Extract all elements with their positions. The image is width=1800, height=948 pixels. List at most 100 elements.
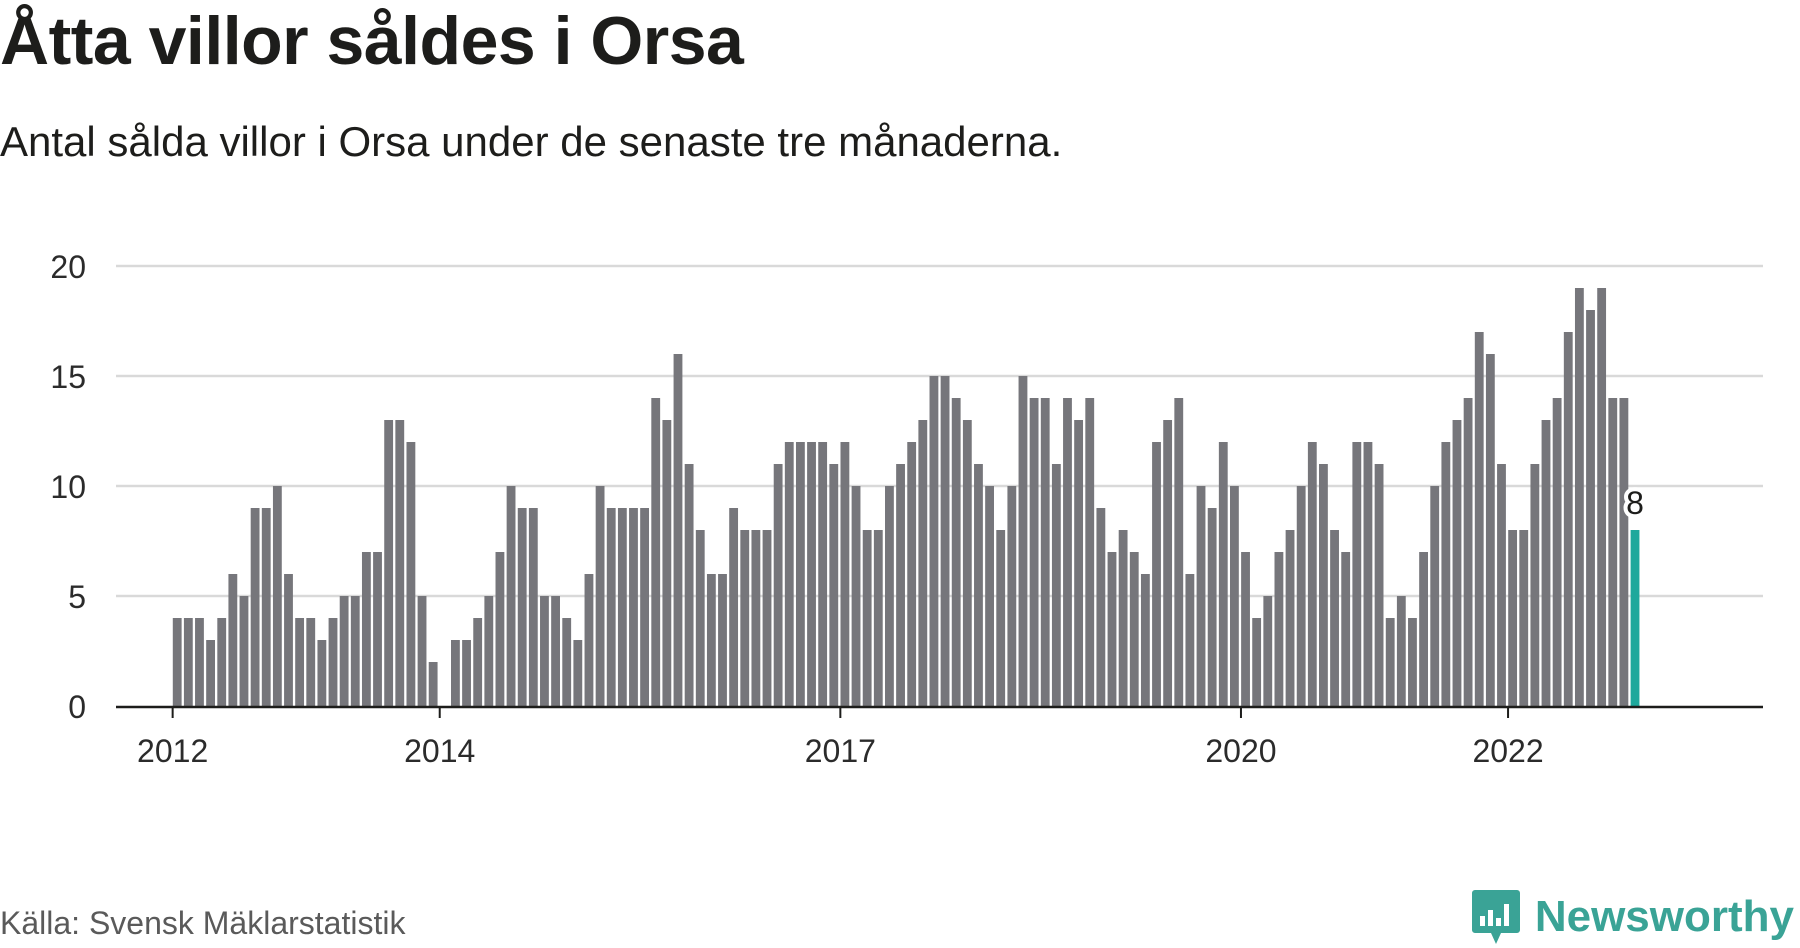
x-tick-label: 2012 xyxy=(137,733,208,769)
bar xyxy=(295,618,305,706)
source-note: Källa: Svensk Mäklarstatistik xyxy=(0,905,406,941)
y-tick-label: 10 xyxy=(50,469,86,505)
bar xyxy=(929,376,939,706)
bar xyxy=(1485,354,1495,706)
bar xyxy=(651,398,661,706)
bar xyxy=(284,574,293,706)
bar xyxy=(239,596,249,706)
x-tick-label: 2014 xyxy=(404,733,475,769)
bar xyxy=(1330,530,1339,706)
y-tick-label: 15 xyxy=(50,359,86,395)
bar xyxy=(272,486,282,706)
highlight-value-label: 8 xyxy=(1626,485,1644,521)
bar xyxy=(1152,442,1161,706)
bar xyxy=(918,420,928,706)
bar xyxy=(417,596,427,706)
bar xyxy=(328,618,338,706)
x-tick-label: 2022 xyxy=(1472,733,1543,769)
bar xyxy=(1508,530,1518,706)
bar xyxy=(862,530,872,706)
bar xyxy=(361,552,371,706)
newsworthy-logo-icon xyxy=(1471,890,1520,944)
bar xyxy=(350,596,360,706)
bar xyxy=(1619,398,1629,706)
bar xyxy=(1530,464,1540,706)
bar xyxy=(1074,420,1084,706)
bar xyxy=(1319,464,1328,706)
highlight-bar xyxy=(1630,530,1640,706)
bar xyxy=(317,640,327,706)
bar xyxy=(662,420,672,706)
bar xyxy=(451,640,460,706)
bar xyxy=(384,420,394,706)
bar xyxy=(896,464,905,706)
bar xyxy=(1207,508,1217,706)
bar xyxy=(462,640,471,706)
bar xyxy=(1185,574,1195,706)
x-tick-label: 2020 xyxy=(1205,733,1276,769)
bar xyxy=(540,596,549,706)
bar xyxy=(339,596,349,706)
bar xyxy=(562,618,572,706)
bar xyxy=(1363,442,1373,706)
bar xyxy=(1307,442,1317,706)
bar xyxy=(1063,398,1072,706)
bar xyxy=(473,618,483,706)
bar xyxy=(740,530,750,706)
y-tick-label: 20 xyxy=(50,249,86,285)
chart-subtitle: Antal sålda villor i Orsa under de senas… xyxy=(0,118,1063,165)
bar xyxy=(1096,508,1106,706)
bar xyxy=(1263,596,1273,706)
bar xyxy=(1519,530,1529,706)
bar xyxy=(1241,552,1250,706)
bar xyxy=(1085,398,1095,706)
bar xyxy=(1296,486,1306,706)
bar xyxy=(985,486,994,706)
bar xyxy=(1174,398,1184,706)
bar xyxy=(818,442,828,706)
bar xyxy=(172,618,182,706)
bar xyxy=(1374,464,1384,706)
highlight-value-label-halo: 8 xyxy=(1626,485,1644,521)
bar xyxy=(1463,398,1473,706)
bar xyxy=(807,442,816,706)
bar xyxy=(195,618,204,706)
bar xyxy=(1118,530,1128,706)
bar xyxy=(1218,442,1228,706)
bar xyxy=(773,464,783,706)
bar xyxy=(1341,552,1351,706)
bar xyxy=(1597,288,1607,706)
bar xyxy=(684,464,694,706)
bar xyxy=(617,508,627,706)
bar xyxy=(595,486,605,706)
bar xyxy=(1408,618,1417,706)
bar xyxy=(851,486,861,706)
bar xyxy=(718,574,727,706)
bar xyxy=(762,530,772,706)
bar xyxy=(1285,530,1295,706)
bar xyxy=(1608,398,1618,706)
bar xyxy=(1018,376,1028,706)
bar xyxy=(1163,420,1173,706)
bar xyxy=(1140,574,1150,706)
bar xyxy=(217,618,227,706)
bar xyxy=(606,508,616,706)
bar xyxy=(996,530,1006,706)
bar xyxy=(706,574,716,706)
bar xyxy=(1252,618,1262,706)
bar xyxy=(1586,310,1595,706)
bar xyxy=(1352,442,1362,706)
bar xyxy=(1029,398,1039,706)
bar xyxy=(1552,398,1562,706)
bar xyxy=(1419,552,1428,706)
bar xyxy=(1007,486,1017,706)
bar xyxy=(640,508,650,706)
bar xyxy=(951,398,961,706)
bar xyxy=(829,464,839,706)
bar xyxy=(551,596,560,706)
y-tick-label: 0 xyxy=(68,689,86,725)
bar xyxy=(395,420,405,706)
bar xyxy=(1196,486,1206,706)
bar xyxy=(428,662,438,706)
bar xyxy=(1541,420,1551,706)
